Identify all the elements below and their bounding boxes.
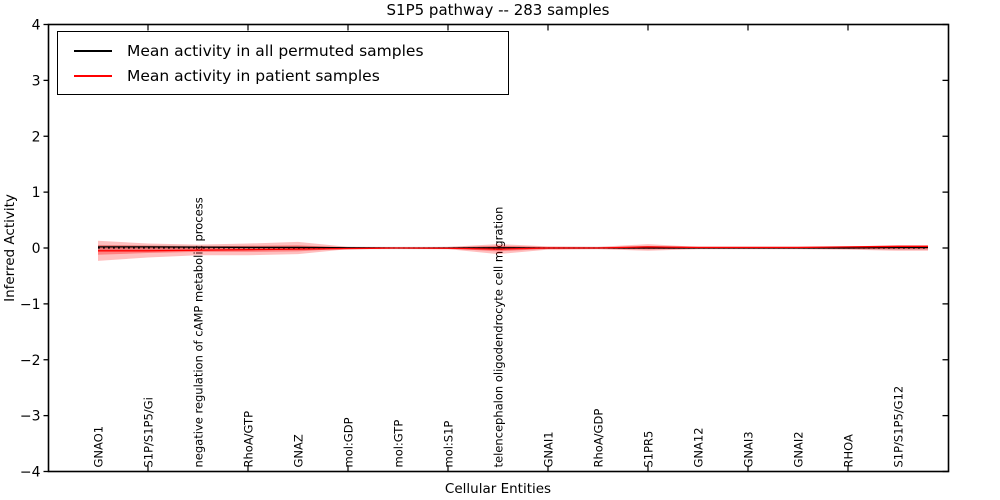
- entity-label: GNA12: [692, 427, 706, 467]
- legend-line-sample-permuted: [74, 49, 112, 52]
- entity-label: negative regulation of cAMP metabolic pr…: [192, 197, 206, 467]
- patient-mean-line: [98, 245, 928, 252]
- y-axis-label: Inferred Activity: [2, 194, 18, 302]
- legend: Mean activity in all permuted samples Me…: [57, 31, 509, 95]
- y-tick-label: −4: [20, 465, 41, 481]
- legend-entry-permuted: Mean activity in all permuted samples: [74, 42, 508, 60]
- entity-label: S1P/S1P5/Gi: [142, 397, 156, 467]
- entity-label: mol:GTP: [392, 420, 406, 468]
- entity-label: RHOA: [842, 434, 856, 467]
- entity-label: S1PR5: [642, 431, 656, 468]
- entity-label: mol:S1P: [442, 421, 456, 468]
- y-tick-label: 3: [32, 73, 41, 89]
- y-tick-label: −1: [20, 297, 41, 313]
- y-tick-label: 1: [32, 185, 41, 201]
- entity-label: GNAI3: [742, 431, 756, 467]
- chart-title: S1P5 pathway -- 283 samples: [386, 1, 610, 19]
- entity-label: GNAO1: [92, 426, 106, 468]
- legend-line-sample-patient: [74, 74, 112, 77]
- y-tick-label: 0: [32, 241, 41, 257]
- entity-label: RhoA/GDP: [592, 409, 606, 468]
- entity-label: telencephalon oligodendrocyte cell migra…: [492, 207, 506, 468]
- entity-label: S1P/S1P5/G12: [892, 386, 906, 468]
- entity-label: GNAI2: [792, 431, 806, 467]
- y-tick-label: 2: [32, 129, 41, 145]
- entity-label: RhoA/GTP: [242, 411, 256, 468]
- entity-label: mol:GDP: [342, 417, 356, 467]
- permuted-mean-line: [98, 246, 928, 249]
- entity-label: GNAI1: [542, 431, 556, 467]
- legend-label-patient: Mean activity in patient samples: [127, 66, 380, 85]
- patient-activity-range-outer-band: [98, 240, 928, 261]
- x-axis-label: Cellular Entities: [444, 481, 552, 497]
- y-tick-label: 4: [32, 18, 41, 34]
- y-tick-label: −3: [20, 409, 41, 425]
- entity-label: GNAZ: [292, 434, 306, 467]
- legend-entry-patient: Mean activity in patient samples: [74, 67, 508, 85]
- y-tick-label: −2: [20, 353, 41, 369]
- legend-label-permuted: Mean activity in all permuted samples: [127, 41, 424, 60]
